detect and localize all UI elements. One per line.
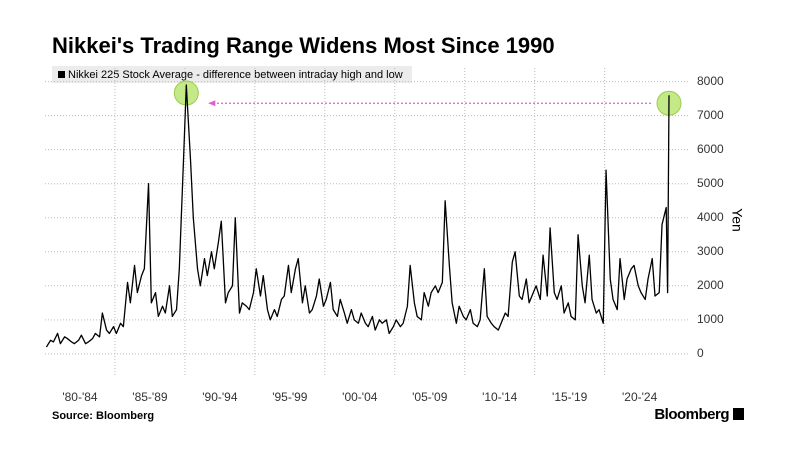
brand-icon (733, 408, 744, 420)
y-tick-label: 7000 (697, 108, 724, 122)
x-tick-label: '05-'09 (412, 390, 448, 404)
brand: Bloomberg (654, 406, 729, 423)
y-tick-label: 5000 (697, 176, 724, 190)
x-tick-label: '20-'24 (622, 390, 658, 404)
x-tick-label: '80-'84 (62, 390, 98, 404)
y-tick-label: 0 (697, 346, 704, 360)
y-tick-label: 2000 (697, 278, 724, 292)
x-tick-label: '85-'89 (132, 390, 168, 404)
line (45, 84, 670, 348)
y-tick-label: 4000 (697, 210, 724, 224)
arrow-head (208, 100, 216, 107)
y-tick-label: 1000 (697, 312, 724, 326)
legend-label: Nikkei 225 Stock Average - difference be… (68, 69, 403, 81)
x-tick-label: '10-'14 (482, 390, 518, 404)
y-tick-label: 8000 (697, 74, 724, 88)
source: Source: Bloomberg (52, 410, 154, 422)
legend-box (52, 66, 412, 83)
y-axis-label: Yen (729, 208, 745, 232)
legend-swatch (58, 71, 65, 78)
y-tick-label: 6000 (697, 142, 724, 156)
y-tick-label: 3000 (697, 244, 724, 258)
x-tick-label: '95-'99 (272, 390, 308, 404)
x-tick-label: '90-'94 (202, 390, 238, 404)
x-tick-label: '00-'04 (342, 390, 378, 404)
x-tick-label: '15-'19 (552, 390, 588, 404)
chart-title: Nikkei's Trading Range Widens Most Since… (52, 33, 555, 58)
